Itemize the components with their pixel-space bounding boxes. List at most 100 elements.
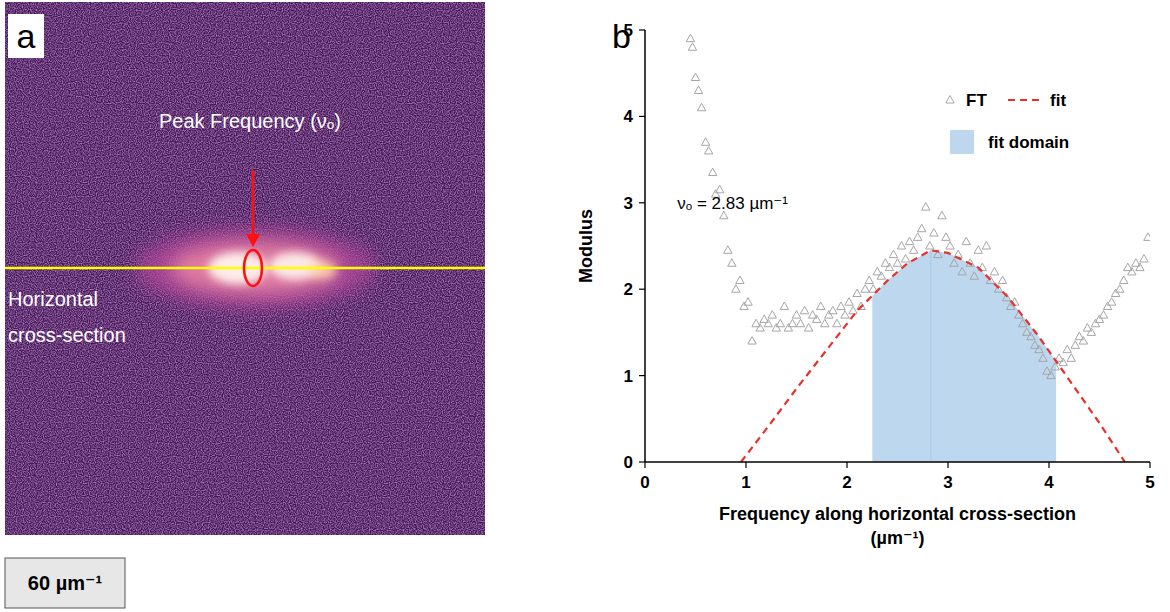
ft-point bbox=[1035, 345, 1043, 353]
ft-point bbox=[716, 185, 724, 193]
ft-point bbox=[930, 229, 938, 237]
ft-point bbox=[909, 246, 917, 254]
y-tick bbox=[639, 29, 645, 30]
figure: Peak Frequency (νₒ) Horizontal cross-secti… bbox=[0, 0, 1170, 612]
y-tick bbox=[639, 461, 645, 462]
ft-point bbox=[950, 259, 958, 267]
ft-point bbox=[905, 237, 913, 245]
title-line: Frequency along horizontal cross-section bbox=[719, 504, 1076, 524]
ft-point bbox=[926, 242, 934, 250]
ft-point bbox=[849, 306, 857, 314]
legend-marker bbox=[946, 96, 954, 104]
ft-point bbox=[942, 233, 950, 241]
y-tick bbox=[639, 202, 645, 203]
ft-point bbox=[829, 306, 837, 314]
ft-point bbox=[901, 254, 909, 261]
x-tick bbox=[745, 462, 746, 468]
ft-point bbox=[686, 34, 694, 42]
ft-point bbox=[1120, 276, 1128, 284]
y-axis bbox=[644, 30, 646, 462]
ft-point bbox=[1107, 298, 1115, 306]
ft-point bbox=[889, 250, 897, 258]
ft-point bbox=[1067, 354, 1075, 362]
legend-label: FT bbox=[966, 91, 987, 110]
ft-point bbox=[704, 146, 712, 154]
ft-point bbox=[768, 311, 776, 319]
y-tick-label: 0 bbox=[624, 453, 633, 472]
ft-point bbox=[728, 259, 736, 267]
ft-point bbox=[772, 324, 780, 332]
arrow-head bbox=[246, 234, 260, 247]
legend-label: fit domain bbox=[988, 133, 1069, 152]
y-tick bbox=[639, 375, 645, 376]
ft-point bbox=[748, 337, 756, 345]
y-tick-label: 4 bbox=[624, 107, 634, 126]
ft-point bbox=[962, 237, 970, 245]
legend-line bbox=[1008, 99, 1044, 101]
ft-point bbox=[724, 246, 732, 254]
scale-label: 60 µm⁻¹ bbox=[28, 572, 103, 594]
ft-point bbox=[825, 311, 833, 319]
ft-point bbox=[821, 319, 829, 327]
ft-point bbox=[780, 302, 788, 310]
core-edge bbox=[308, 261, 336, 279]
ft-point bbox=[833, 319, 841, 327]
x-tick bbox=[1048, 462, 1049, 468]
peak-label: Peak Frequency (νₒ) bbox=[159, 110, 341, 132]
ft-point bbox=[1091, 319, 1099, 327]
ft-point bbox=[796, 319, 804, 327]
ft-point bbox=[861, 285, 869, 293]
ft-point bbox=[998, 276, 1006, 284]
ft-point bbox=[990, 267, 998, 275]
ft-point bbox=[697, 103, 705, 111]
ft-point bbox=[813, 315, 821, 323]
letter-patch bbox=[8, 14, 44, 58]
fit-domain bbox=[872, 250, 1056, 462]
ft-point bbox=[1071, 341, 1079, 349]
x-tick bbox=[1149, 462, 1150, 468]
fit-line bbox=[741, 250, 1125, 462]
ft-point bbox=[688, 43, 696, 51]
ft-point bbox=[946, 242, 954, 250]
image-noise bbox=[5, 2, 485, 535]
x-tick-label: 3 bbox=[943, 473, 952, 492]
y-tick-label: 5 bbox=[624, 21, 633, 40]
fft-image bbox=[5, 2, 485, 535]
x-axis-title: Frequency along horizontal cross-section… bbox=[719, 504, 1076, 548]
ft-point bbox=[740, 302, 748, 310]
ft-point bbox=[1027, 332, 1035, 340]
ft-point bbox=[877, 272, 885, 280]
ft-point bbox=[1140, 254, 1148, 261]
annotation: νₒ = 2.83 µm⁻¹ bbox=[677, 194, 788, 213]
ft-point bbox=[982, 242, 990, 250]
ft-point bbox=[792, 311, 800, 319]
ft-point bbox=[1059, 358, 1067, 366]
ft-point bbox=[885, 263, 893, 271]
ft-point bbox=[691, 73, 699, 81]
y-tick-label: 2 bbox=[624, 280, 633, 299]
ft-point bbox=[922, 203, 930, 211]
plot-data bbox=[686, 34, 1150, 462]
ft-point bbox=[784, 324, 792, 332]
ft-point bbox=[970, 272, 978, 280]
ft-point bbox=[756, 324, 764, 332]
ft-point bbox=[1063, 345, 1071, 353]
y-tick bbox=[639, 289, 645, 290]
ft-point bbox=[788, 319, 796, 327]
ft-point bbox=[914, 233, 922, 241]
scale-box bbox=[5, 558, 125, 608]
x-tick bbox=[947, 462, 948, 468]
ft-point bbox=[1087, 328, 1095, 336]
x-tick bbox=[846, 462, 847, 468]
ft-point bbox=[893, 259, 901, 267]
ft-point bbox=[1079, 337, 1087, 345]
ft-point bbox=[845, 298, 853, 306]
ft-point bbox=[1095, 315, 1103, 323]
ft-point bbox=[865, 276, 873, 284]
label-line: Horizontal bbox=[8, 288, 98, 310]
ft-point bbox=[974, 246, 982, 254]
x-tick-label: 1 bbox=[741, 473, 750, 492]
y-tick-label: 1 bbox=[624, 367, 633, 386]
ft-point bbox=[1047, 371, 1055, 379]
label-line: cross-section bbox=[8, 324, 126, 346]
